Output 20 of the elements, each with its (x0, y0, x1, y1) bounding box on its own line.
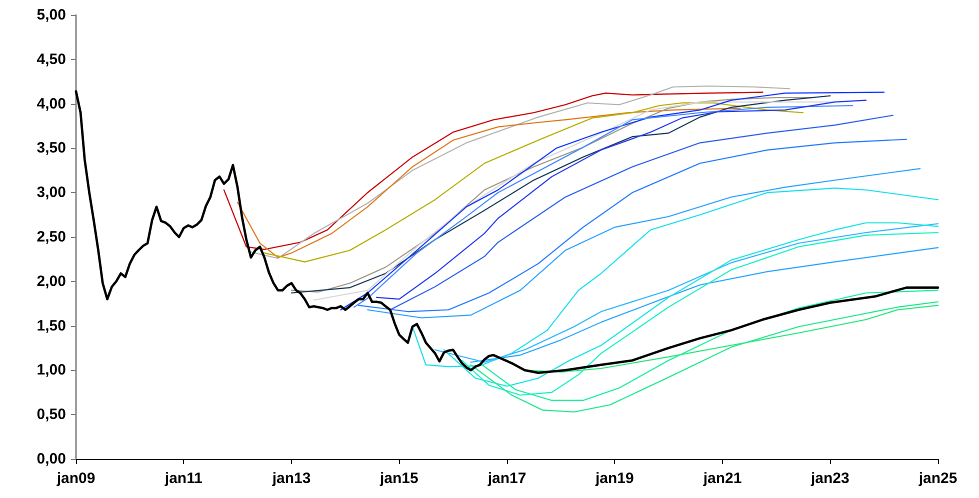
y-tick-label: 2,00 (36, 272, 66, 290)
y-tick-label: 5,00 (36, 6, 66, 24)
x-tick-label: jan11 (164, 470, 202, 487)
y-tick-label: 0,00 (36, 450, 66, 468)
x-tick-label: jan23 (810, 470, 850, 487)
x-tick-label: jan21 (702, 470, 742, 487)
y-tick-label: 3,50 (36, 140, 66, 157)
y-tick-label: 1,00 (36, 362, 66, 379)
x-tick-label: jan13 (271, 470, 311, 487)
x-tick-label: jan17 (486, 470, 526, 487)
y-tick-label: 4,00 (36, 95, 66, 112)
y-tick-label: 2,50 (36, 228, 66, 246)
x-tick-label: jan15 (378, 470, 418, 487)
x-tick-label: jan09 (56, 470, 96, 487)
y-tick-label: 0,50 (36, 406, 66, 424)
x-tick-label: jan19 (594, 470, 634, 487)
x-tick-label: jan25 (918, 470, 958, 487)
y-tick-label: 3,00 (36, 184, 66, 202)
y-tick-label: 1,50 (36, 317, 66, 334)
y-tick-label: 4,50 (36, 50, 66, 68)
